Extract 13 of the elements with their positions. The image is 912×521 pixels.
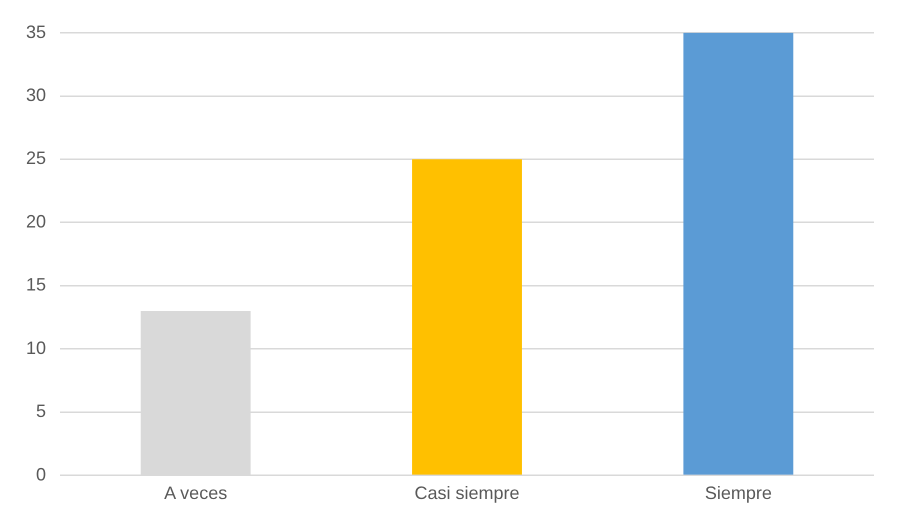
bar	[683, 32, 794, 475]
y-tick-label: 10	[26, 338, 46, 358]
y-tick-label: 15	[26, 274, 46, 295]
y-tick-label: 30	[26, 84, 46, 105]
y-tick-label: 20	[26, 211, 46, 232]
x-tick-label: A veces	[164, 483, 228, 504]
y-tick-label: 35	[26, 22, 46, 42]
bar	[412, 159, 522, 475]
y-tick-label: 5	[36, 401, 46, 422]
x-tick-label: Siempre	[704, 483, 772, 504]
x-tick-label: Casi siempre	[414, 483, 520, 504]
y-tick-label: 0	[36, 464, 46, 484]
y-tick-label: 25	[26, 148, 46, 168]
